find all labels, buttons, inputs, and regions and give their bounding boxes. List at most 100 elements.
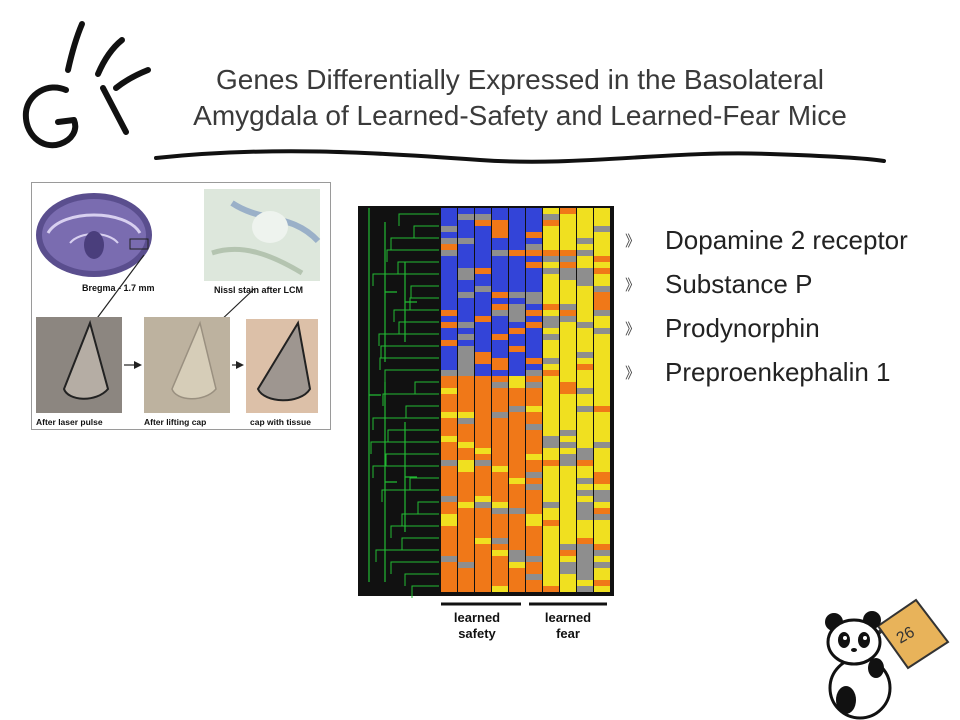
dendrogram-branch [386, 249, 439, 262]
heatmap-cell [594, 520, 610, 526]
heatmap-cell [492, 328, 508, 334]
heatmap-cell [441, 538, 457, 544]
heatmap-cell [594, 370, 610, 376]
heatmap-cell [577, 502, 593, 508]
heatmap-cell [594, 256, 610, 262]
heatmap-cell [577, 328, 593, 334]
heatmap-cell [509, 520, 525, 526]
heatmap-cell [594, 454, 610, 460]
heatmap-cell [577, 568, 593, 574]
heatmap-cell [560, 580, 576, 586]
heatmap-cell [526, 226, 542, 232]
heatmap-cell [526, 460, 542, 466]
heatmap-cell [543, 538, 559, 544]
heatmap-cell [475, 562, 491, 568]
heatmap-cell [594, 268, 610, 274]
heatmap-cell [577, 448, 593, 454]
heatmap-cell [441, 544, 457, 550]
heatmap-cell [560, 508, 576, 514]
heatmap-cell [543, 472, 559, 478]
heatmap-cell [560, 466, 576, 472]
heatmap-cell [543, 544, 559, 550]
heatmap-cell [543, 460, 559, 466]
gene-list: 》 Dopamine 2 receptor 》 Substance P 》 Pr… [625, 218, 960, 394]
heatmap-cell [509, 562, 525, 568]
heatmap-cell [543, 292, 559, 298]
heatmap-cell [577, 472, 593, 478]
heatmap-cell [543, 346, 559, 352]
heatmap-cell [475, 514, 491, 520]
heatmap-cell [492, 520, 508, 526]
heatmap-cell [441, 286, 457, 292]
heatmap-cell [594, 532, 610, 538]
heatmap-cell [475, 502, 491, 508]
heatmap-cell [475, 292, 491, 298]
heatmap-cell [543, 406, 559, 412]
heatmap-cell [492, 238, 508, 244]
heatmap-cell [475, 436, 491, 442]
heatmap-cell [492, 358, 508, 364]
heatmap-cell [475, 298, 491, 304]
heatmap-cell [441, 586, 457, 592]
heatmap-cell [560, 334, 576, 340]
dendrogram-branch [375, 549, 439, 562]
heatmap-cell [526, 334, 542, 340]
heatmap-cell [543, 382, 559, 388]
heatmap-cell [526, 580, 542, 586]
heatmap-cell [492, 526, 508, 532]
heatmap-cell [543, 208, 559, 214]
heatmap-cell [475, 280, 491, 286]
heatmap-cell [475, 544, 491, 550]
heatmap-cell [492, 430, 508, 436]
heatmap-cell [543, 340, 559, 346]
heatmap-cell [594, 466, 610, 472]
heatmap-cell [492, 550, 508, 556]
heatmap-cell [560, 274, 576, 280]
dendrogram-branch [401, 513, 439, 526]
heatmap-cell [492, 220, 508, 226]
heatmap-cell [475, 490, 491, 496]
heatmap-cell [577, 400, 593, 406]
heatmap-cell [560, 412, 576, 418]
heatmap-cell [509, 502, 525, 508]
heatmap-cell [543, 304, 559, 310]
heatmap-cell [458, 436, 474, 442]
heatmap-cell [492, 490, 508, 496]
heatmap-cell [458, 394, 474, 400]
heatmap-cell [577, 556, 593, 562]
dendrogram-branch [417, 501, 439, 514]
heatmap-cell [543, 388, 559, 394]
heatmap-cell [492, 562, 508, 568]
heatmap-cell [594, 472, 610, 478]
heatmap-cell [560, 346, 576, 352]
heatmap-cell [458, 580, 474, 586]
title-line-1: Genes Differentially Expressed in the Ba… [215, 64, 825, 95]
heatmap-cell [543, 418, 559, 424]
heatmap-cell [475, 538, 491, 544]
gene-item: 》 Dopamine 2 receptor [625, 218, 960, 262]
heatmap-cell [475, 286, 491, 292]
cap-with-tissue-image [246, 319, 318, 413]
heatmap-cell [577, 346, 593, 352]
heatmap-cell [594, 250, 610, 256]
heatmap-cell [594, 208, 610, 214]
heatmap-cell [441, 310, 457, 316]
heatmap-cell [560, 358, 576, 364]
heatmap-cell [543, 550, 559, 556]
gene-item: 》 Prodynorphin [625, 306, 960, 350]
heatmap-cell [560, 496, 576, 502]
heatmap-cell [526, 412, 542, 418]
heatmap-cell [441, 478, 457, 484]
heatmap-cell [526, 502, 542, 508]
heatmap-cell [492, 442, 508, 448]
heatmap-cell [509, 454, 525, 460]
heatmap-cell [594, 232, 610, 238]
heatmap-cell [543, 376, 559, 382]
heatmap-cell [594, 508, 610, 514]
heatmap-cell [492, 532, 508, 538]
heatmap-cell [441, 412, 457, 418]
gi-logo-icon [22, 21, 151, 149]
gene-label: Prodynorphin [665, 312, 820, 343]
heatmap-cell [560, 244, 576, 250]
heatmap-cell [560, 388, 576, 394]
